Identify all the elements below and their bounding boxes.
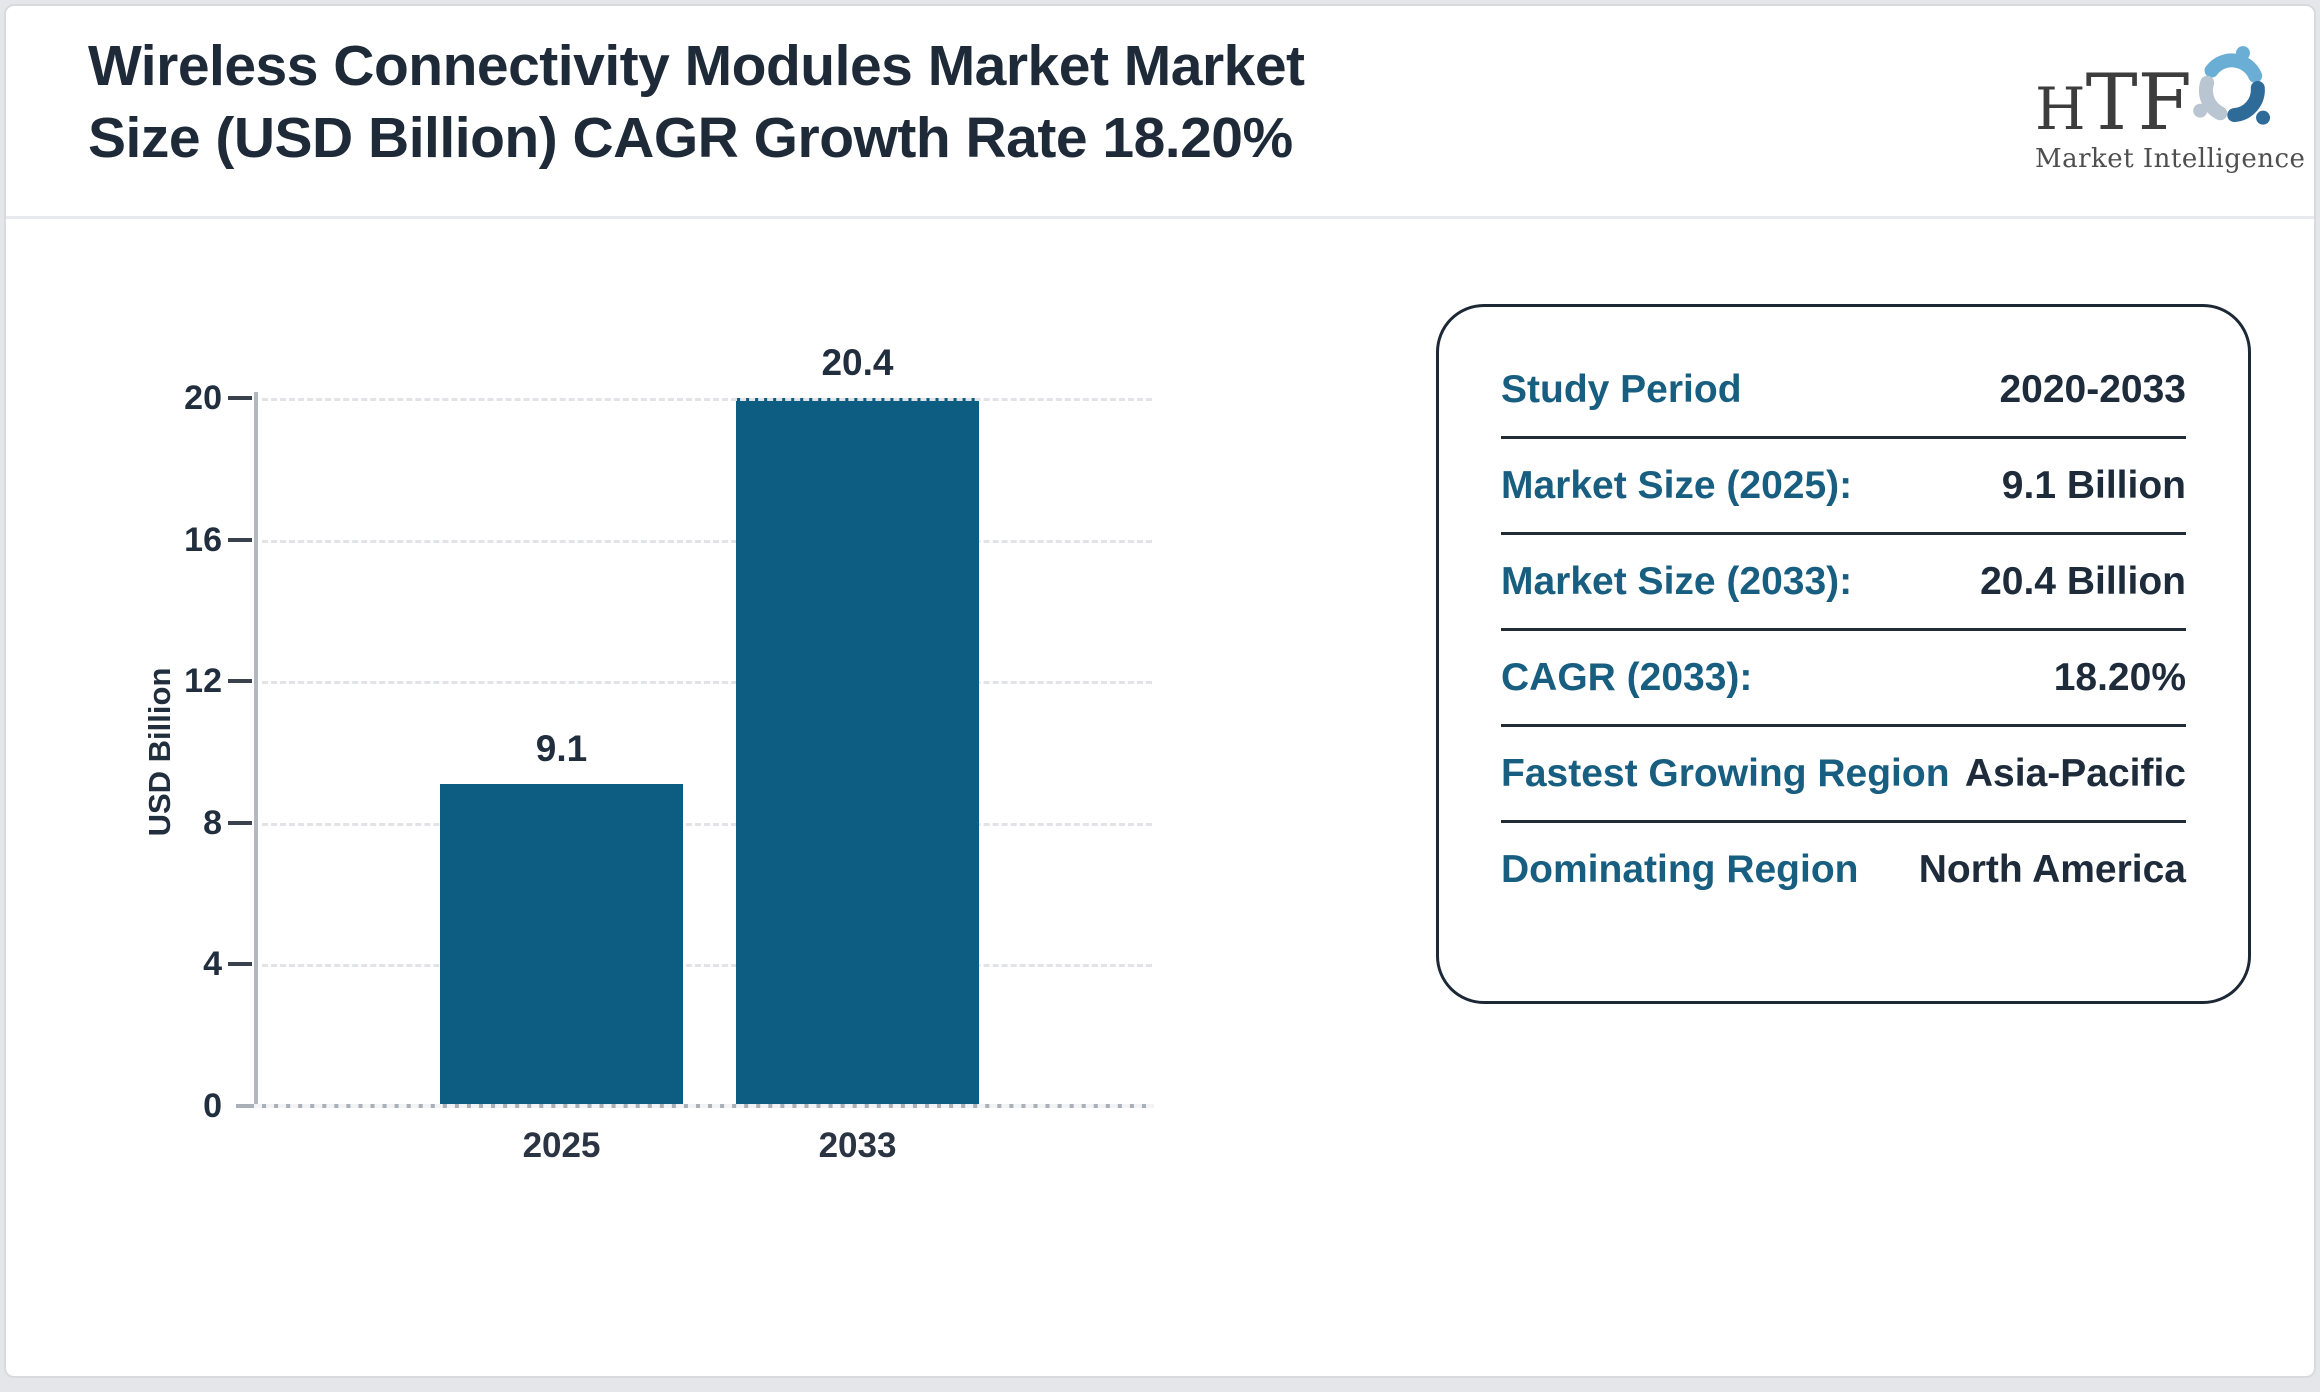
y-tick-20 xyxy=(228,396,252,400)
y-tick-12 xyxy=(228,679,252,684)
bar-value-2033: 20.4 xyxy=(821,342,894,383)
panel-row-cagr: CAGR (2033): 18.20% xyxy=(1501,631,2186,724)
bar-2025 xyxy=(440,783,683,1106)
y-tick-8 xyxy=(228,820,252,825)
header-divider xyxy=(6,216,2314,219)
panel-value: North America xyxy=(1918,847,2186,891)
panel-divider xyxy=(1501,436,2186,439)
page-title-line1: Wireless Connectivity Modules Market Mar… xyxy=(88,34,1305,98)
x-axis-baseline xyxy=(236,1104,1154,1108)
key-facts-panel: Study Period 2020-2033 Market Size (2025… xyxy=(1436,304,2251,1004)
panel-label: Fastest Growing Region xyxy=(1501,751,1950,795)
panel-label: Market Size (2025): xyxy=(1501,463,1853,507)
y-axis-line xyxy=(254,392,258,1106)
panel-divider xyxy=(1501,820,2186,823)
panel-value: Asia-Pacific xyxy=(1964,751,2186,795)
panel-divider xyxy=(1501,724,2186,727)
panel-value: 9.1 Billion xyxy=(2001,463,2186,507)
gridline-20 xyxy=(262,398,1152,401)
panel-label: Study Period xyxy=(1501,367,1742,411)
gridline-8 xyxy=(262,822,1152,826)
page-title-line2: Size (USD Billion) CAGR Growth Rate 18.2… xyxy=(88,106,1293,170)
y-tick-label-8: 8 xyxy=(203,803,222,842)
y-tick-label-20: 20 xyxy=(184,379,222,417)
bar-chart-plot-area: 0 4 8 12 16 20 9.1 20.4 2025 2033 xyxy=(184,342,1154,1165)
y-tick-label-16: 16 xyxy=(184,520,222,559)
htf-logo-text: H TF xyxy=(2035,58,2192,148)
panel-divider xyxy=(1501,532,2186,535)
panel-row-market-size-2025: Market Size (2025): 9.1 Billion xyxy=(1501,439,2186,532)
panel-label: Market Size (2033): xyxy=(1501,559,1853,603)
panel-row-dominating-region: Dominating Region North America xyxy=(1501,823,2186,916)
panel-value: 18.20% xyxy=(2053,655,2186,699)
panel-row-market-size-2033: Market Size (2033): 20.4 Billion xyxy=(1501,535,2186,628)
panel-value: 2020-2033 xyxy=(1999,367,2186,411)
gridline-4 xyxy=(262,964,1152,968)
gridline-16 xyxy=(262,539,1152,543)
panel-row-study-period: Study Period 2020-2033 xyxy=(1501,343,2186,436)
y-tick-label-12: 12 xyxy=(184,662,222,701)
htf-logo-swirl-icon xyxy=(2192,46,2270,125)
y-tick-label-4: 4 xyxy=(203,945,222,984)
x-label-2025: 2025 xyxy=(522,1126,601,1165)
htf-logo: H TF Market Intelligence xyxy=(2035,36,2306,174)
htf-logo-subtitle: Market Intelligence xyxy=(2035,144,2306,174)
x-label-2033: 2033 xyxy=(818,1126,897,1165)
panel-divider xyxy=(1501,628,2186,631)
y-tick-16 xyxy=(228,537,252,542)
panel-row-fastest-growing-region: Fastest Growing Region Asia-Pacific xyxy=(1501,727,2186,820)
y-tick-4 xyxy=(228,962,252,967)
panel-value: 20.4 Billion xyxy=(1980,559,2186,603)
y-tick-label-0: 0 xyxy=(203,1087,222,1125)
bar-2033 xyxy=(736,398,979,1106)
panel-label: CAGR (2033): xyxy=(1501,655,1753,699)
bar-value-2025: 9.1 xyxy=(535,727,588,769)
page-title: Wireless Connectivity Modules Market Mar… xyxy=(88,30,1588,174)
panel-label: Dominating Region xyxy=(1501,847,1859,891)
gridline-12 xyxy=(262,681,1152,685)
